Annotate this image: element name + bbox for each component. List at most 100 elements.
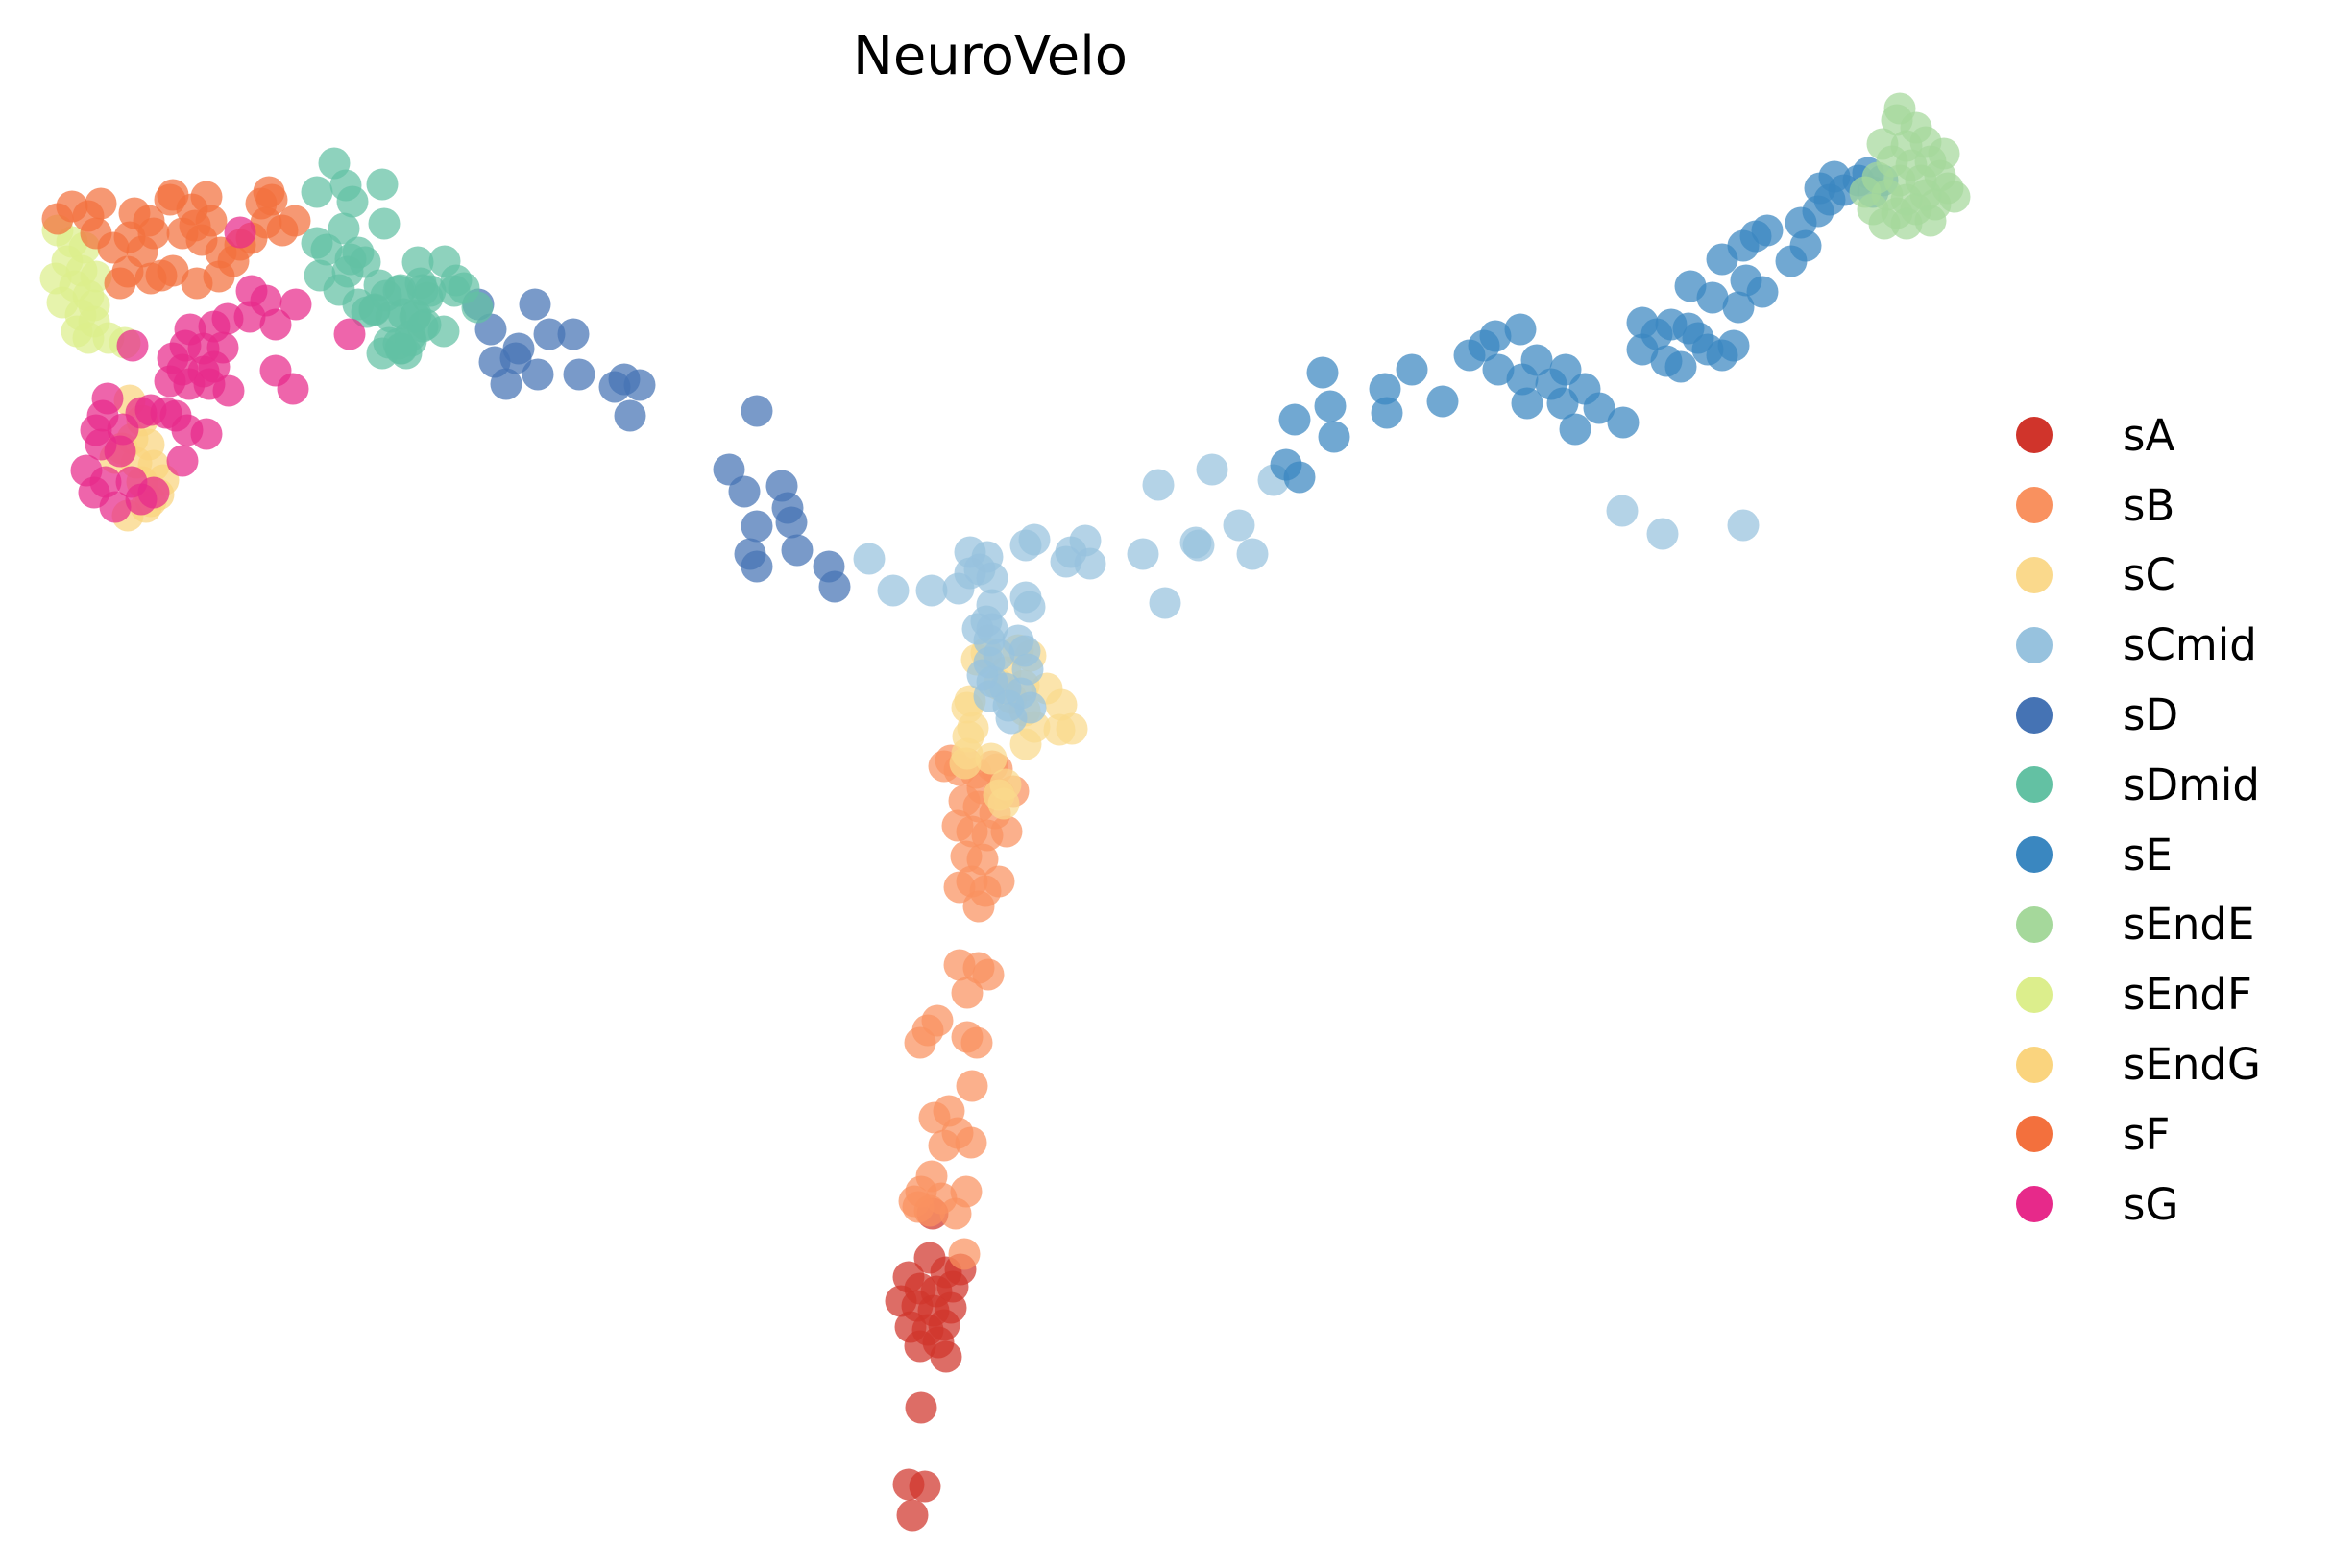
data-point xyxy=(956,1070,988,1102)
data-point xyxy=(1018,523,1051,556)
data-point xyxy=(212,374,245,407)
legend-item-sB: sB xyxy=(2016,470,2261,541)
data-point xyxy=(56,190,88,223)
data-point xyxy=(190,181,223,213)
data-point xyxy=(133,205,165,237)
legend-swatch-icon xyxy=(2016,417,2053,454)
data-point xyxy=(328,212,360,245)
data-point xyxy=(976,562,1008,594)
data-point xyxy=(499,342,532,374)
data-point xyxy=(1369,373,1401,405)
data-point xyxy=(928,1129,960,1162)
data-point xyxy=(39,262,72,295)
data-point xyxy=(395,325,427,357)
data-point xyxy=(1746,276,1779,308)
data-point xyxy=(1479,320,1512,352)
legend-swatch-icon xyxy=(2016,836,2053,874)
data-point xyxy=(414,275,447,307)
data-point xyxy=(301,176,333,208)
data-point xyxy=(898,1185,931,1218)
data-point xyxy=(266,214,299,247)
data-point xyxy=(1559,413,1591,446)
legend-label: sDmid xyxy=(2123,759,2260,810)
data-point xyxy=(1751,214,1784,247)
data-point xyxy=(1664,350,1697,383)
legend-label: sA xyxy=(2123,409,2175,461)
data-point xyxy=(909,1470,941,1503)
legend-swatch-icon xyxy=(2016,1116,2053,1153)
legend-swatch-icon xyxy=(2016,696,2053,734)
data-point xyxy=(598,371,631,403)
data-point xyxy=(253,176,285,208)
data-point xyxy=(877,574,910,607)
data-point xyxy=(949,747,982,780)
legend-item-sEndG: sEndG xyxy=(2016,1029,2261,1099)
data-point xyxy=(1013,591,1046,623)
data-point xyxy=(563,358,595,391)
data-point xyxy=(614,399,646,432)
legend-swatch-icon xyxy=(2016,626,2053,663)
data-point xyxy=(925,1182,958,1215)
series-sA xyxy=(885,1197,977,1532)
series-sG xyxy=(70,216,366,523)
legend-swatch-icon xyxy=(2016,556,2053,593)
data-point xyxy=(99,491,132,523)
data-point xyxy=(1306,356,1339,389)
data-point xyxy=(349,246,381,278)
legend-swatch-icon xyxy=(2016,766,2053,804)
data-point xyxy=(333,318,366,350)
legend-label: sB xyxy=(2123,479,2175,531)
legend: sA sB sC sCmid sD sDmid sE sEndE sEndF sEndG sF sG xyxy=(2016,400,2261,1240)
data-point xyxy=(1804,172,1836,205)
legend-label: sD xyxy=(2123,689,2179,741)
data-point xyxy=(962,890,995,923)
data-point xyxy=(368,207,401,240)
legend-label: sG xyxy=(2123,1178,2179,1230)
data-point xyxy=(1504,313,1537,346)
legend-label: sE xyxy=(2123,829,2173,880)
data-point xyxy=(104,267,136,300)
data-point xyxy=(1283,461,1316,494)
data-point xyxy=(1928,137,1960,170)
data-point xyxy=(461,291,494,324)
data-point xyxy=(1182,529,1215,562)
data-point xyxy=(950,1175,983,1208)
data-point xyxy=(951,977,984,1009)
data-point xyxy=(905,1391,937,1424)
data-point xyxy=(1727,509,1760,542)
data-point xyxy=(1583,392,1615,424)
data-point xyxy=(1549,353,1582,386)
data-point xyxy=(1626,333,1659,366)
data-point xyxy=(713,453,745,486)
data-point xyxy=(166,217,199,250)
data-point xyxy=(1607,406,1640,439)
data-point xyxy=(181,267,213,300)
data-point xyxy=(336,185,369,218)
data-point xyxy=(1717,329,1750,362)
data-point xyxy=(1674,270,1707,302)
legend-swatch-icon xyxy=(2016,976,2053,1013)
series-sCmid xyxy=(853,453,1760,735)
data-point xyxy=(557,318,590,350)
data-point xyxy=(1396,353,1428,386)
data-point xyxy=(930,1340,962,1373)
data-point xyxy=(85,187,117,220)
data-point xyxy=(948,1238,981,1270)
data-point xyxy=(1890,207,1923,240)
legend-item-sE: sE xyxy=(2016,820,2261,890)
data-point xyxy=(1646,518,1679,550)
data-point xyxy=(1236,538,1269,570)
data-point xyxy=(116,329,149,362)
data-point xyxy=(1223,509,1255,542)
data-point xyxy=(190,418,223,450)
data-point xyxy=(46,286,79,319)
data-point xyxy=(896,1499,929,1532)
legend-item-sC: sC xyxy=(2016,541,2261,611)
legend-swatch-icon xyxy=(2016,1046,2053,1083)
series-sEndE xyxy=(1849,92,1971,240)
data-point xyxy=(960,1026,993,1059)
data-point xyxy=(1127,538,1159,570)
data-point xyxy=(1318,421,1350,453)
legend-item-sD: sD xyxy=(2016,680,2261,750)
series-sF xyxy=(41,176,311,300)
